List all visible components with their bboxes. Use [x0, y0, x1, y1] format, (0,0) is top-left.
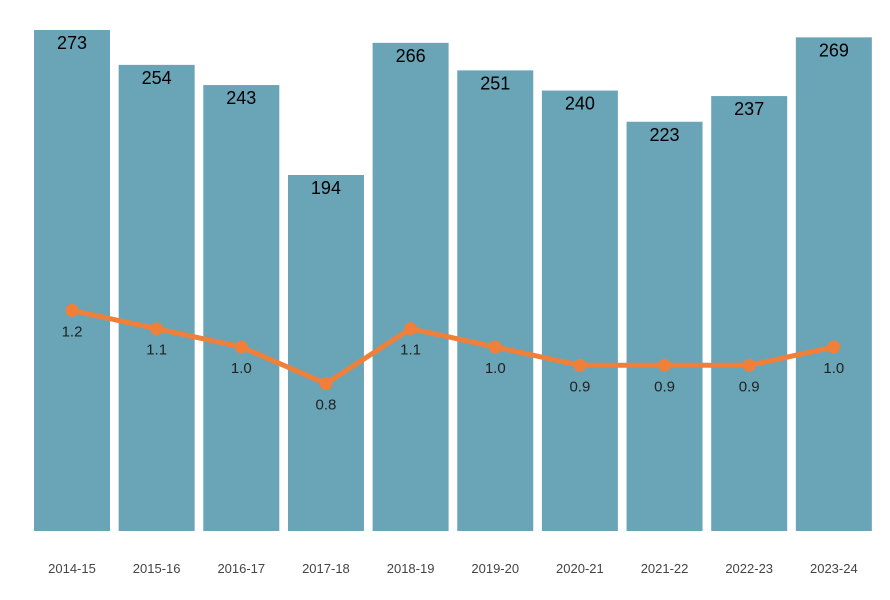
- line-point-2018-19: [404, 322, 418, 336]
- bar-2016-17: [203, 85, 280, 532]
- line-point-2015-16: [150, 322, 164, 336]
- line-value-label: 1.1: [400, 342, 421, 359]
- x-axis: 2014-15 2015-16 2016-17 2017-18 2018-19 2019-…: [48, 561, 858, 576]
- bar-2014-15: [34, 30, 110, 531]
- line-point-2016-17: [234, 340, 248, 354]
- bars-layer: [34, 30, 872, 532]
- x-tick-label: 2018-19: [387, 561, 435, 576]
- bar-2017-18: [287, 174, 364, 532]
- line-value-label: 1.0: [485, 360, 506, 377]
- x-tick-label: 2019-20: [471, 561, 519, 576]
- line-value-label: 1.2: [62, 323, 83, 340]
- bar-value-label: 254: [142, 68, 172, 88]
- x-tick-label: 2017-18: [302, 561, 350, 576]
- x-tick-label: 2016-17: [217, 561, 265, 576]
- bar-value-label: 223: [650, 125, 680, 145]
- bar-value-label: 243: [226, 88, 256, 108]
- bar-2021-22: [626, 121, 703, 531]
- x-tick-label: 2015-16: [133, 561, 181, 576]
- bar-value-label: 273: [57, 33, 87, 53]
- x-tick-label: 2021-22: [641, 561, 689, 576]
- bar-2018-19: [372, 42, 449, 531]
- line-value-label: 0.9: [654, 378, 675, 395]
- x-tick-label: 2022-23: [725, 561, 773, 576]
- line-point-2019-20: [488, 340, 502, 354]
- line-point-2020-21: [573, 358, 587, 372]
- bar-value-label: 194: [311, 178, 341, 198]
- line-point-2017-18: [319, 377, 333, 391]
- line-value-label: 1.1: [146, 342, 167, 359]
- bar-2022-23: [711, 96, 788, 531]
- line-value-label: 0.9: [739, 378, 760, 395]
- bar-value-label: 240: [565, 94, 595, 114]
- bar-2023-24: [795, 37, 872, 532]
- bar-2020-21: [541, 90, 618, 531]
- line-series: [69, 307, 837, 387]
- line-value-label: 0.8: [316, 397, 337, 414]
- line-value-label: 0.9: [569, 378, 590, 395]
- line-value-label: 1.0: [823, 360, 844, 377]
- x-tick-label: 2023-24: [810, 561, 858, 576]
- bar-2019-20: [457, 70, 534, 532]
- line-point-2014-15: [65, 303, 79, 317]
- bar-value-label: 266: [396, 46, 426, 66]
- labels-layer: 273 254 243 194 266 251 240 223 237 269 1.2 1.1 1.0 0…: [57, 33, 849, 414]
- line-point-2021-22: [658, 358, 672, 372]
- bar-2015-16: [118, 64, 195, 532]
- line-point-2022-23: [742, 358, 756, 372]
- bar-value-label: 251: [480, 73, 510, 93]
- line-value-label: 1.0: [231, 360, 252, 377]
- line-layer: [65, 303, 841, 391]
- line-point-2023-24: [827, 340, 841, 354]
- x-tick-label: 2014-15: [48, 561, 96, 576]
- bar-value-label: 237: [734, 99, 764, 119]
- x-tick-label: 2020-21: [556, 561, 604, 576]
- bar-value-label: 269: [819, 40, 849, 60]
